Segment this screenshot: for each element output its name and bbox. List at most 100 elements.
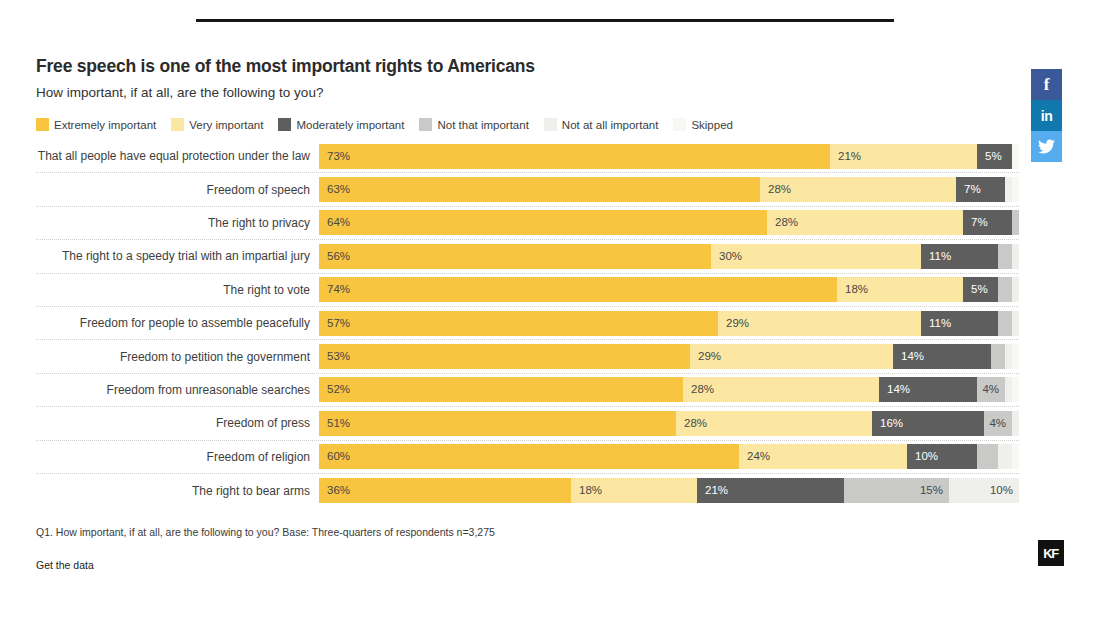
segment-extremely-important: 63%	[319, 177, 760, 202]
segment-not-that-important	[977, 444, 998, 469]
segment-very-important: 28%	[767, 210, 963, 235]
chart-row: The right to privacy64%28%7%	[36, 207, 1019, 240]
segment-not-that-important: 4%	[984, 411, 1012, 436]
stacked-bar: 53%29%14%	[319, 344, 1019, 369]
segment-not-at-all-important	[998, 444, 1012, 469]
segment-not-that-important	[991, 344, 1005, 369]
segment-very-important: 29%	[690, 344, 893, 369]
segment-extremely-important: 52%	[319, 377, 683, 402]
legend-swatch	[171, 118, 184, 131]
chart-row: The right to a speedy trial with an impa…	[36, 240, 1019, 273]
category-label: The right to bear arms	[36, 484, 319, 498]
chart-legend: Extremely important Very important Moderat…	[36, 118, 733, 131]
chart-row: Freedom from unreasonable searches52%28%…	[36, 374, 1019, 407]
chart-row: The right to bear arms36%18%21%15%10%	[36, 474, 1019, 507]
segment-not-at-all-important	[1005, 377, 1012, 402]
segment-very-important: 29%	[718, 311, 921, 336]
page: Free speech is one of the most important…	[0, 0, 1100, 640]
segment-not-that-important	[998, 311, 1012, 336]
stacked-bar: 74%18%5%	[319, 277, 1019, 302]
stacked-bar: 64%28%7%	[319, 210, 1019, 235]
chart-row: That all people have equal protection un…	[36, 140, 1019, 173]
legend-label: Very important	[189, 119, 263, 131]
segment-very-important: 21%	[830, 144, 977, 169]
segment-very-important: 24%	[739, 444, 907, 469]
segment-moderately-important: 11%	[921, 311, 998, 336]
category-label: Freedom for people to assemble peacefull…	[36, 316, 319, 330]
category-label: Freedom to petition the government	[36, 350, 319, 364]
segment-very-important: 28%	[676, 411, 872, 436]
legend-label: Extremely important	[54, 119, 156, 131]
segment-not-at-all-important	[1012, 411, 1019, 436]
linkedin-share-button[interactable]: in	[1031, 100, 1062, 131]
legend-label: Moderately important	[296, 119, 404, 131]
segment-extremely-important: 60%	[319, 444, 739, 469]
legend-swatch	[419, 118, 432, 131]
segment-moderately-important: 5%	[977, 144, 1012, 169]
legend-swatch	[544, 118, 557, 131]
segment-extremely-important: 53%	[319, 344, 690, 369]
stacked-bar: 51%28%16%4%	[319, 411, 1019, 436]
stacked-bar: 57%29%11%	[319, 311, 1019, 336]
stacked-bar: 36%18%21%15%10%	[319, 478, 1019, 503]
segment-not-that-important	[998, 277, 1012, 302]
legend-label: Not that important	[437, 119, 528, 131]
legend-item: Not that important	[419, 118, 528, 131]
segment-moderately-important: 11%	[921, 244, 998, 269]
segment-very-important: 30%	[711, 244, 921, 269]
kf-logo-text: KF	[1043, 546, 1058, 561]
segment-skipped	[1012, 177, 1019, 202]
legend-label: Skipped	[691, 119, 733, 131]
facebook-share-button[interactable]: f	[1031, 69, 1062, 100]
segment-not-that-important: 15%	[844, 478, 949, 503]
chart-row: Freedom of religion60%24%10%	[36, 441, 1019, 474]
segment-not-that-important: 4%	[977, 377, 1005, 402]
chart-header: Free speech is one of the most important…	[36, 56, 936, 100]
get-the-data-link[interactable]: Get the data	[36, 559, 94, 571]
segment-moderately-important: 16%	[872, 411, 984, 436]
segment-not-that-important	[1012, 210, 1019, 235]
segment-skipped	[1012, 344, 1019, 369]
segment-moderately-important: 21%	[697, 478, 844, 503]
segment-moderately-important: 14%	[879, 377, 977, 402]
segment-extremely-important: 51%	[319, 411, 676, 436]
category-label: The right to privacy	[36, 216, 319, 230]
legend-swatch	[36, 118, 49, 131]
segment-very-important: 28%	[760, 177, 956, 202]
category-label: Freedom of religion	[36, 450, 319, 464]
social-share-bar: f in	[1031, 69, 1062, 162]
stacked-bar: 60%24%10%	[319, 444, 1019, 469]
legend-swatch	[278, 118, 291, 131]
stacked-bar: 56%30%11%	[319, 244, 1019, 269]
segment-very-important: 28%	[683, 377, 879, 402]
knight-foundation-logo[interactable]: KF	[1038, 540, 1064, 566]
legend-swatch	[673, 118, 686, 131]
segment-not-at-all-important: 10%	[949, 478, 1019, 503]
stacked-bar: 73%21%5%	[319, 144, 1019, 169]
segment-moderately-important: 7%	[956, 177, 1005, 202]
source-note: Q1. How important, if at all, are the fo…	[36, 526, 495, 538]
category-label: That all people have equal protection un…	[36, 149, 319, 163]
segment-not-at-all-important	[1012, 277, 1019, 302]
legend-label: Not at all important	[562, 119, 659, 131]
segment-extremely-important: 36%	[319, 478, 571, 503]
segment-moderately-important: 14%	[893, 344, 991, 369]
chart-row: Freedom of speech63%28%7%	[36, 173, 1019, 206]
segment-skipped	[1012, 377, 1019, 402]
segment-moderately-important: 5%	[963, 277, 998, 302]
facebook-icon: f	[1044, 75, 1050, 95]
stacked-bar: 52%28%14%4%	[319, 377, 1019, 402]
twitter-bird-icon	[1038, 138, 1055, 155]
segment-extremely-important: 56%	[319, 244, 711, 269]
page-title: Free speech is one of the most important…	[36, 56, 936, 77]
segment-moderately-important: 10%	[907, 444, 977, 469]
top-divider	[196, 19, 894, 22]
segment-extremely-important: 74%	[319, 277, 837, 302]
segment-not-that-important	[998, 244, 1012, 269]
legend-item: Not at all important	[544, 118, 659, 131]
stacked-bar-chart: That all people have equal protection un…	[36, 140, 1019, 507]
segment-skipped	[1012, 444, 1019, 469]
segment-moderately-important: 7%	[963, 210, 1012, 235]
twitter-share-button[interactable]	[1031, 131, 1062, 162]
segment-very-important: 18%	[837, 277, 963, 302]
